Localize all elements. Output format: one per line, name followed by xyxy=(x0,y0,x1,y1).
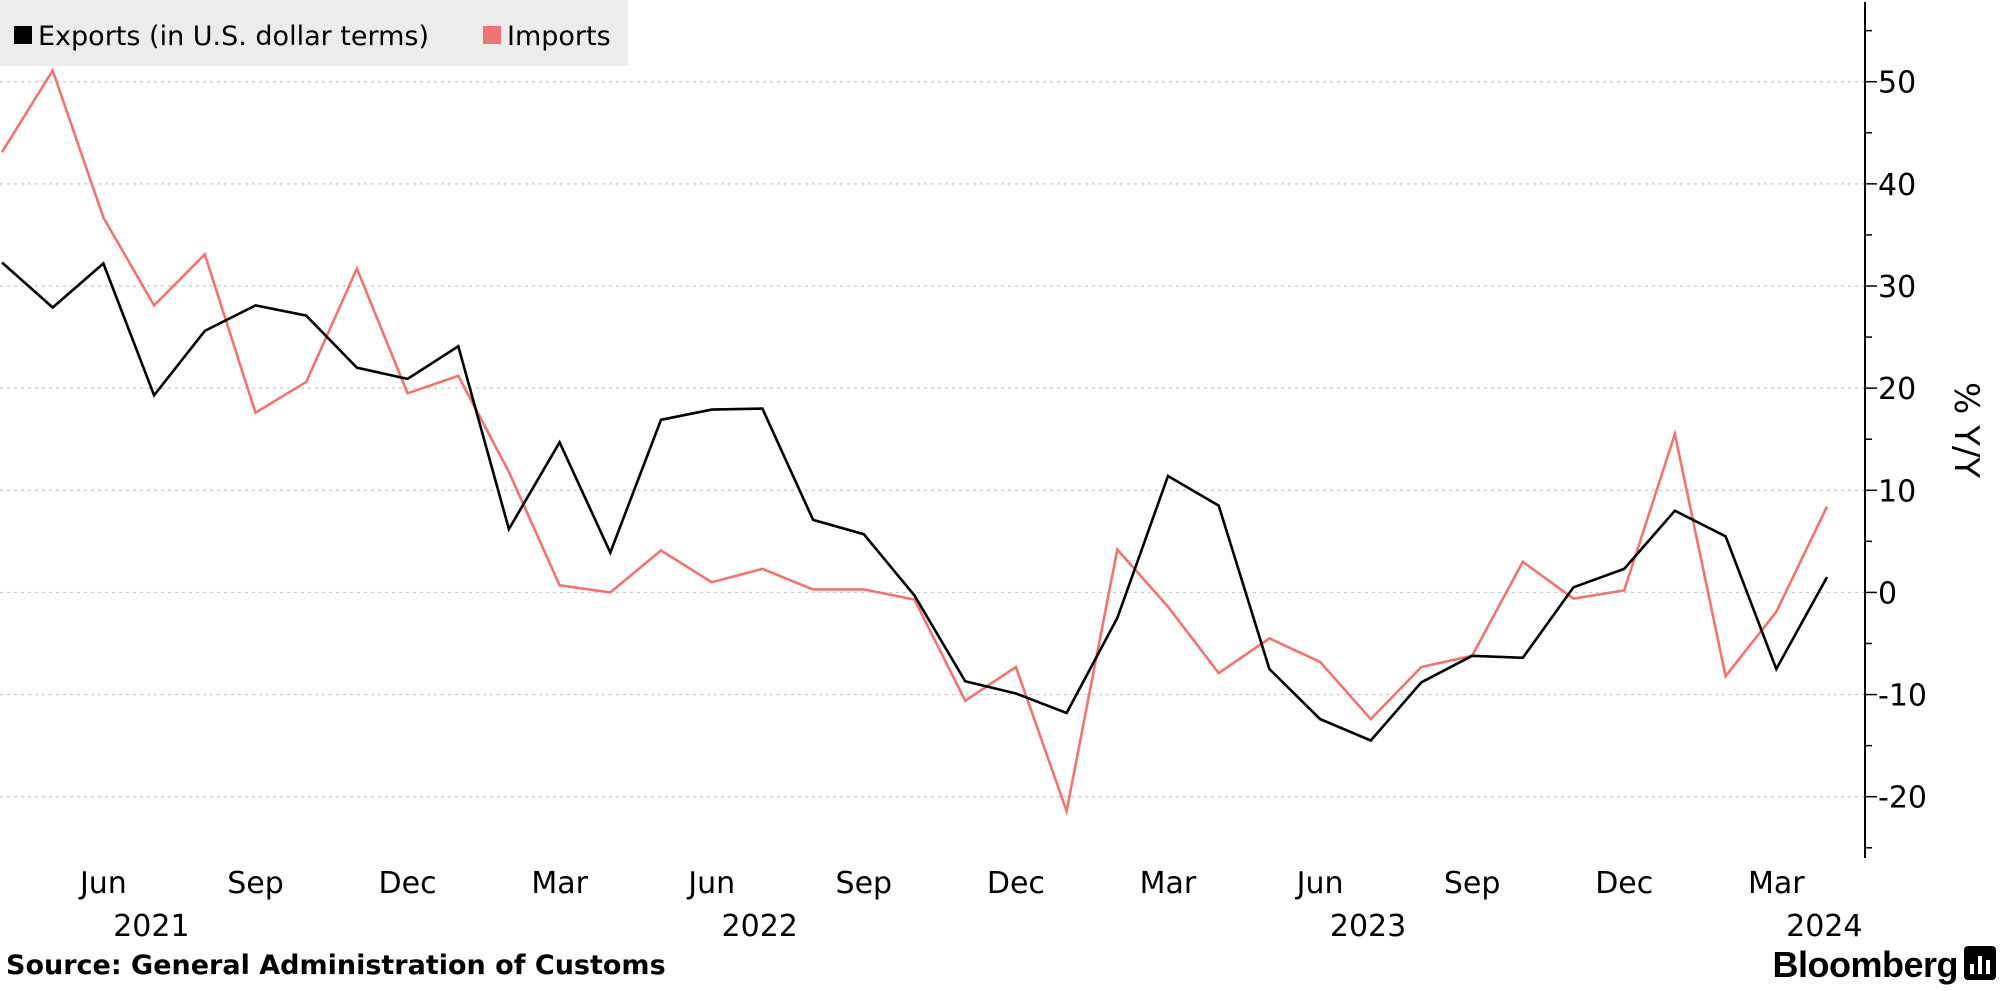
x-axis: Jun 2021 Sep Dec Mar Jun 2022 Sep Dec Mar Jun 2023 S… xyxy=(78,866,1863,944)
source-note: Source: General Administration of Custom… xyxy=(6,950,666,981)
x-year-label: 2024 xyxy=(1786,909,1862,944)
x-year-label: 2021 xyxy=(113,909,189,944)
legend-box xyxy=(0,0,628,66)
y-tick-label: 50 xyxy=(1878,66,1916,101)
x-tick-label: Mar xyxy=(1748,866,1805,901)
y-tick-label: 0 xyxy=(1878,576,1897,611)
bloomberg-logo: Bloomberg xyxy=(1772,944,1958,985)
legend-swatch-imports xyxy=(483,26,501,44)
x-tick-label: Sep xyxy=(1444,866,1501,901)
x-tick-label: Sep xyxy=(836,866,893,901)
imports-line xyxy=(0,67,1829,816)
y-tick-label: -10 xyxy=(1878,679,1927,714)
y-tick-label: 20 xyxy=(1878,372,1916,407)
legend-label-imports: Imports xyxy=(507,21,611,52)
y-tick-label: 10 xyxy=(1878,474,1916,509)
x-tick-label: Jun xyxy=(1295,866,1344,901)
legend-label-exports: Exports (in U.S. dollar terms) xyxy=(38,21,429,52)
bloomberg-terminal-icon xyxy=(1964,946,1996,980)
exports-line xyxy=(1,261,1829,743)
gridlines xyxy=(0,81,1865,798)
y-tick-label: 30 xyxy=(1878,270,1916,305)
x-tick-label: Mar xyxy=(1140,866,1197,901)
x-year-label: 2022 xyxy=(722,909,798,944)
y-tick-label: 40 xyxy=(1878,168,1916,203)
x-tick-label: Mar xyxy=(531,866,588,901)
legend: Exports (in U.S. dollar terms) Imports xyxy=(14,21,611,52)
y-axis: 50 40 30 20 10 0 -10 -20 xyxy=(1864,2,1927,858)
series-lines xyxy=(0,67,1829,816)
y-tick-label: -20 xyxy=(1878,781,1927,816)
legend-swatch-exports xyxy=(14,26,32,44)
x-year-label: 2023 xyxy=(1330,909,1406,944)
x-tick-label: Sep xyxy=(227,866,284,901)
x-tick-label: Jun xyxy=(686,866,735,901)
x-tick-label: Jun xyxy=(78,866,127,901)
line-chart: 50 40 30 20 10 0 -10 -20 Jun 2021 Sep Dec Mar Jun 202… xyxy=(0,0,1986,944)
y-axis-label: % Y/Y xyxy=(1946,382,1986,478)
x-tick-label: Dec xyxy=(987,866,1045,901)
x-tick-label: Dec xyxy=(379,866,437,901)
x-tick-label: Dec xyxy=(1595,866,1653,901)
